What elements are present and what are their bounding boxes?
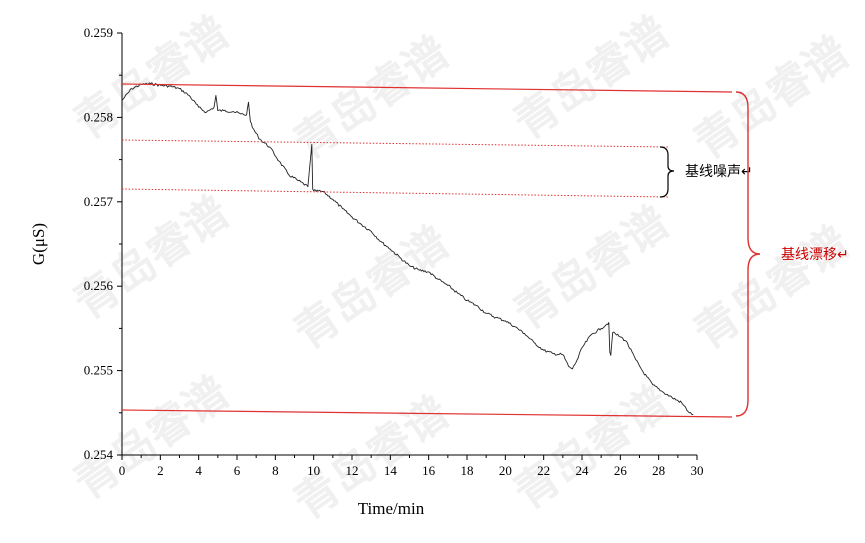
x-tick-label: 10	[307, 463, 320, 478]
x-tick-label: 20	[499, 463, 512, 478]
x-tick-label: 22	[537, 463, 550, 478]
x-tick-label: 2	[157, 463, 164, 478]
x-tick-label: 18	[461, 463, 474, 478]
x-tick-label: 0	[119, 463, 126, 478]
series-line	[121, 82, 694, 415]
watermark-text: 青岛睿谱	[505, 7, 678, 150]
plot-area	[121, 82, 694, 415]
y-axis-title: G(μS)	[29, 223, 48, 265]
x-tick-label: 14	[384, 463, 398, 478]
x-axis-ticks: 0 2 4 6 8 10 12 14 16 18 20 22 24 26 28 30	[119, 455, 704, 478]
watermark-text: 青岛睿谱	[285, 27, 458, 170]
drift-bottom-line	[121, 409, 733, 418]
noise-top-line	[121, 139, 669, 148]
x-tick-label: 8	[272, 463, 279, 478]
x-axis-title: Time/min	[358, 499, 425, 518]
watermark-text: 青岛睿谱	[505, 377, 678, 520]
x-tick-label: 6	[234, 463, 241, 478]
watermark-text: 青岛睿谱	[505, 197, 678, 340]
x-tick-label: 16	[422, 463, 436, 478]
y-tick-label: 0.255	[84, 363, 113, 378]
watermark-text: 青岛睿谱	[65, 367, 238, 510]
y-tick-label: 0.257	[84, 194, 114, 209]
noise-annotation: 基线噪声↵	[685, 163, 753, 180]
noise-brace	[659, 146, 675, 198]
x-tick-label: 12	[346, 463, 359, 478]
y-tick-label: 0.254	[84, 447, 114, 462]
y-tick-label: 0.258	[84, 109, 113, 124]
x-tick-label: 24	[576, 463, 590, 478]
watermark-text: 青岛睿谱	[685, 27, 858, 170]
watermark-text: 青岛睿谱	[285, 217, 458, 360]
drift-annotation: 基线漂移↵	[781, 246, 849, 263]
x-tick-label: 4	[195, 463, 202, 478]
y-tick-label: 0.256	[84, 278, 114, 293]
y-tick-label: 0.259	[84, 25, 113, 40]
watermark-text: 青岛睿谱	[685, 217, 858, 360]
x-tick-label: 28	[652, 463, 665, 478]
drift-brace	[735, 91, 761, 417]
y-axis-ticks: 0.254 0.255 0.256 0.257 0.258 0.259	[84, 25, 122, 462]
x-tick-label: 26	[614, 463, 628, 478]
drift-top-line	[121, 83, 733, 93]
x-tick-label: 30	[691, 463, 704, 478]
